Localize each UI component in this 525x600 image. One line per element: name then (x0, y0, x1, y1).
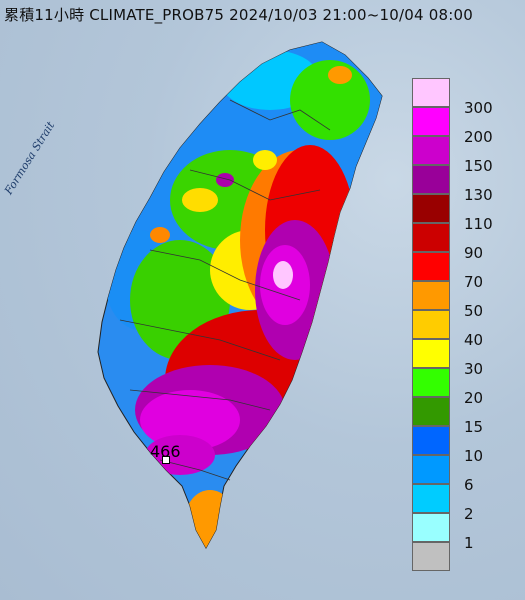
legend-swatch (412, 426, 450, 455)
legend-swatch (412, 310, 450, 339)
legend-label: 15 (464, 418, 484, 436)
legend-label: 1 (464, 534, 474, 552)
rainfall-field (98, 42, 382, 548)
legend-label: 50 (464, 302, 484, 320)
legend-swatch (412, 165, 450, 194)
island (97, 41, 383, 550)
legend-label: 2 (464, 505, 474, 523)
legend-swatch (412, 281, 450, 310)
legend-swatch (412, 484, 450, 513)
legend-swatch (412, 223, 450, 252)
legend-swatch (412, 339, 450, 368)
legend-swatch (412, 194, 450, 223)
legend-swatch (412, 252, 450, 281)
legend-label: 10 (464, 447, 484, 465)
legend-label: 200 (464, 128, 493, 146)
legend-label: 110 (464, 215, 493, 233)
legend-swatch (412, 513, 450, 542)
legend-swatch (412, 107, 450, 136)
legend-label: 40 (464, 331, 484, 349)
legend-label: 30 (464, 360, 484, 378)
legend-swatch (412, 78, 450, 107)
map-title: 累積11小時 CLIMATE_PROB75 2024/10/03 21:00~1… (4, 6, 473, 24)
legend-swatch (412, 542, 450, 571)
legend-swatch (412, 455, 450, 484)
color-legend (412, 78, 450, 571)
peak-rainfall-label: 466 (150, 442, 181, 461)
legend-swatch (412, 368, 450, 397)
county-lines (119, 99, 331, 481)
legend-label: 70 (464, 273, 484, 291)
peak-marker (162, 456, 170, 464)
legend-label: 20 (464, 389, 484, 407)
legend-label: 150 (464, 157, 493, 175)
legend-swatch (412, 136, 450, 165)
legend-label: 300 (464, 99, 493, 117)
legend-label: 90 (464, 244, 484, 262)
legend-label: 6 (464, 476, 474, 494)
legend-label: 130 (464, 186, 493, 204)
legend-swatch (412, 397, 450, 426)
